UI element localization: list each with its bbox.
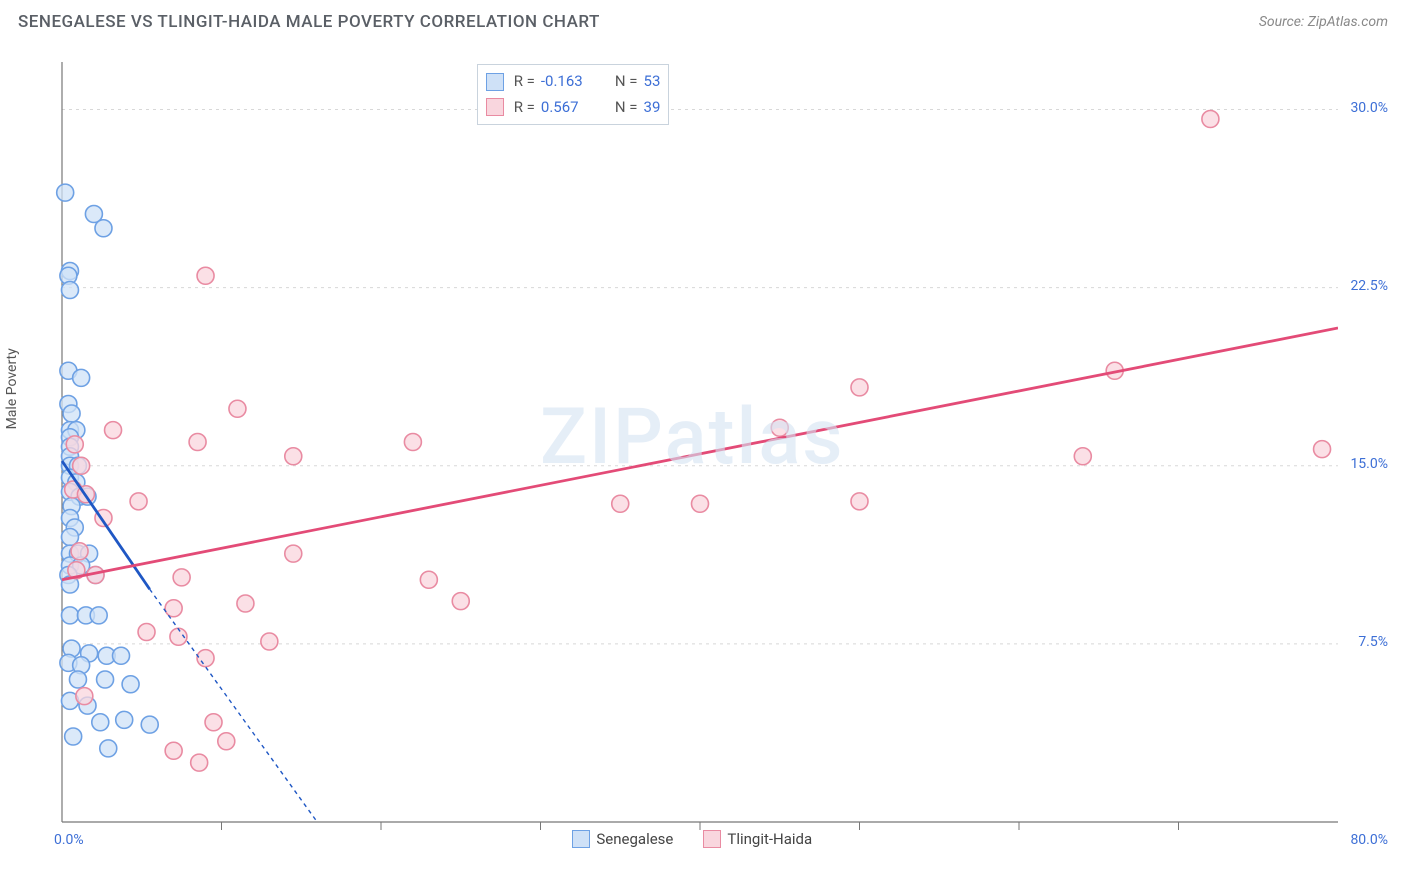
chart-title: SENEGALESE VS TLINGIT-HAIDA MALE POVERTY… (18, 12, 600, 32)
series-swatch (486, 73, 504, 91)
legend-label: Senegalese (596, 830, 673, 848)
y-axis-label: Male Poverty (4, 348, 20, 429)
axis-tick-label: 7.5% (1358, 634, 1388, 650)
chart-area: Male Poverty ZIPatlas R = -0.163N = 53R … (18, 50, 1388, 874)
scatter-plot (18, 50, 1338, 840)
axis-tick-label: 22.5% (1350, 278, 1388, 294)
legend-item: Senegalese (572, 830, 673, 848)
source-name: ZipAtlas.com (1308, 14, 1388, 30)
legend: Senegalese Tlingit-Haida (572, 830, 812, 848)
legend-swatch (703, 830, 721, 848)
axis-tick-label: 80.0% (1350, 832, 1388, 848)
correlation-stats-box: R = -0.163N = 53R = 0.567N = 39 (477, 64, 670, 125)
axis-tick-label: 15.0% (1350, 456, 1388, 472)
stat-row: R = -0.163N = 53 (486, 69, 661, 95)
legend-item: Tlingit-Haida (703, 830, 812, 848)
axis-tick-label: 0.0% (54, 832, 84, 848)
series-swatch (486, 98, 504, 116)
axis-tick-label: 30.0% (1350, 100, 1388, 116)
stat-row: R = 0.567N = 39 (486, 95, 661, 121)
source-label: Source: ZipAtlas.com (1259, 14, 1388, 30)
header-row: SENEGALESE VS TLINGIT-HAIDA MALE POVERTY… (0, 0, 1406, 38)
legend-swatch (572, 830, 590, 848)
legend-label: Tlingit-Haida (727, 830, 812, 848)
source-prefix: Source: (1259, 14, 1308, 30)
